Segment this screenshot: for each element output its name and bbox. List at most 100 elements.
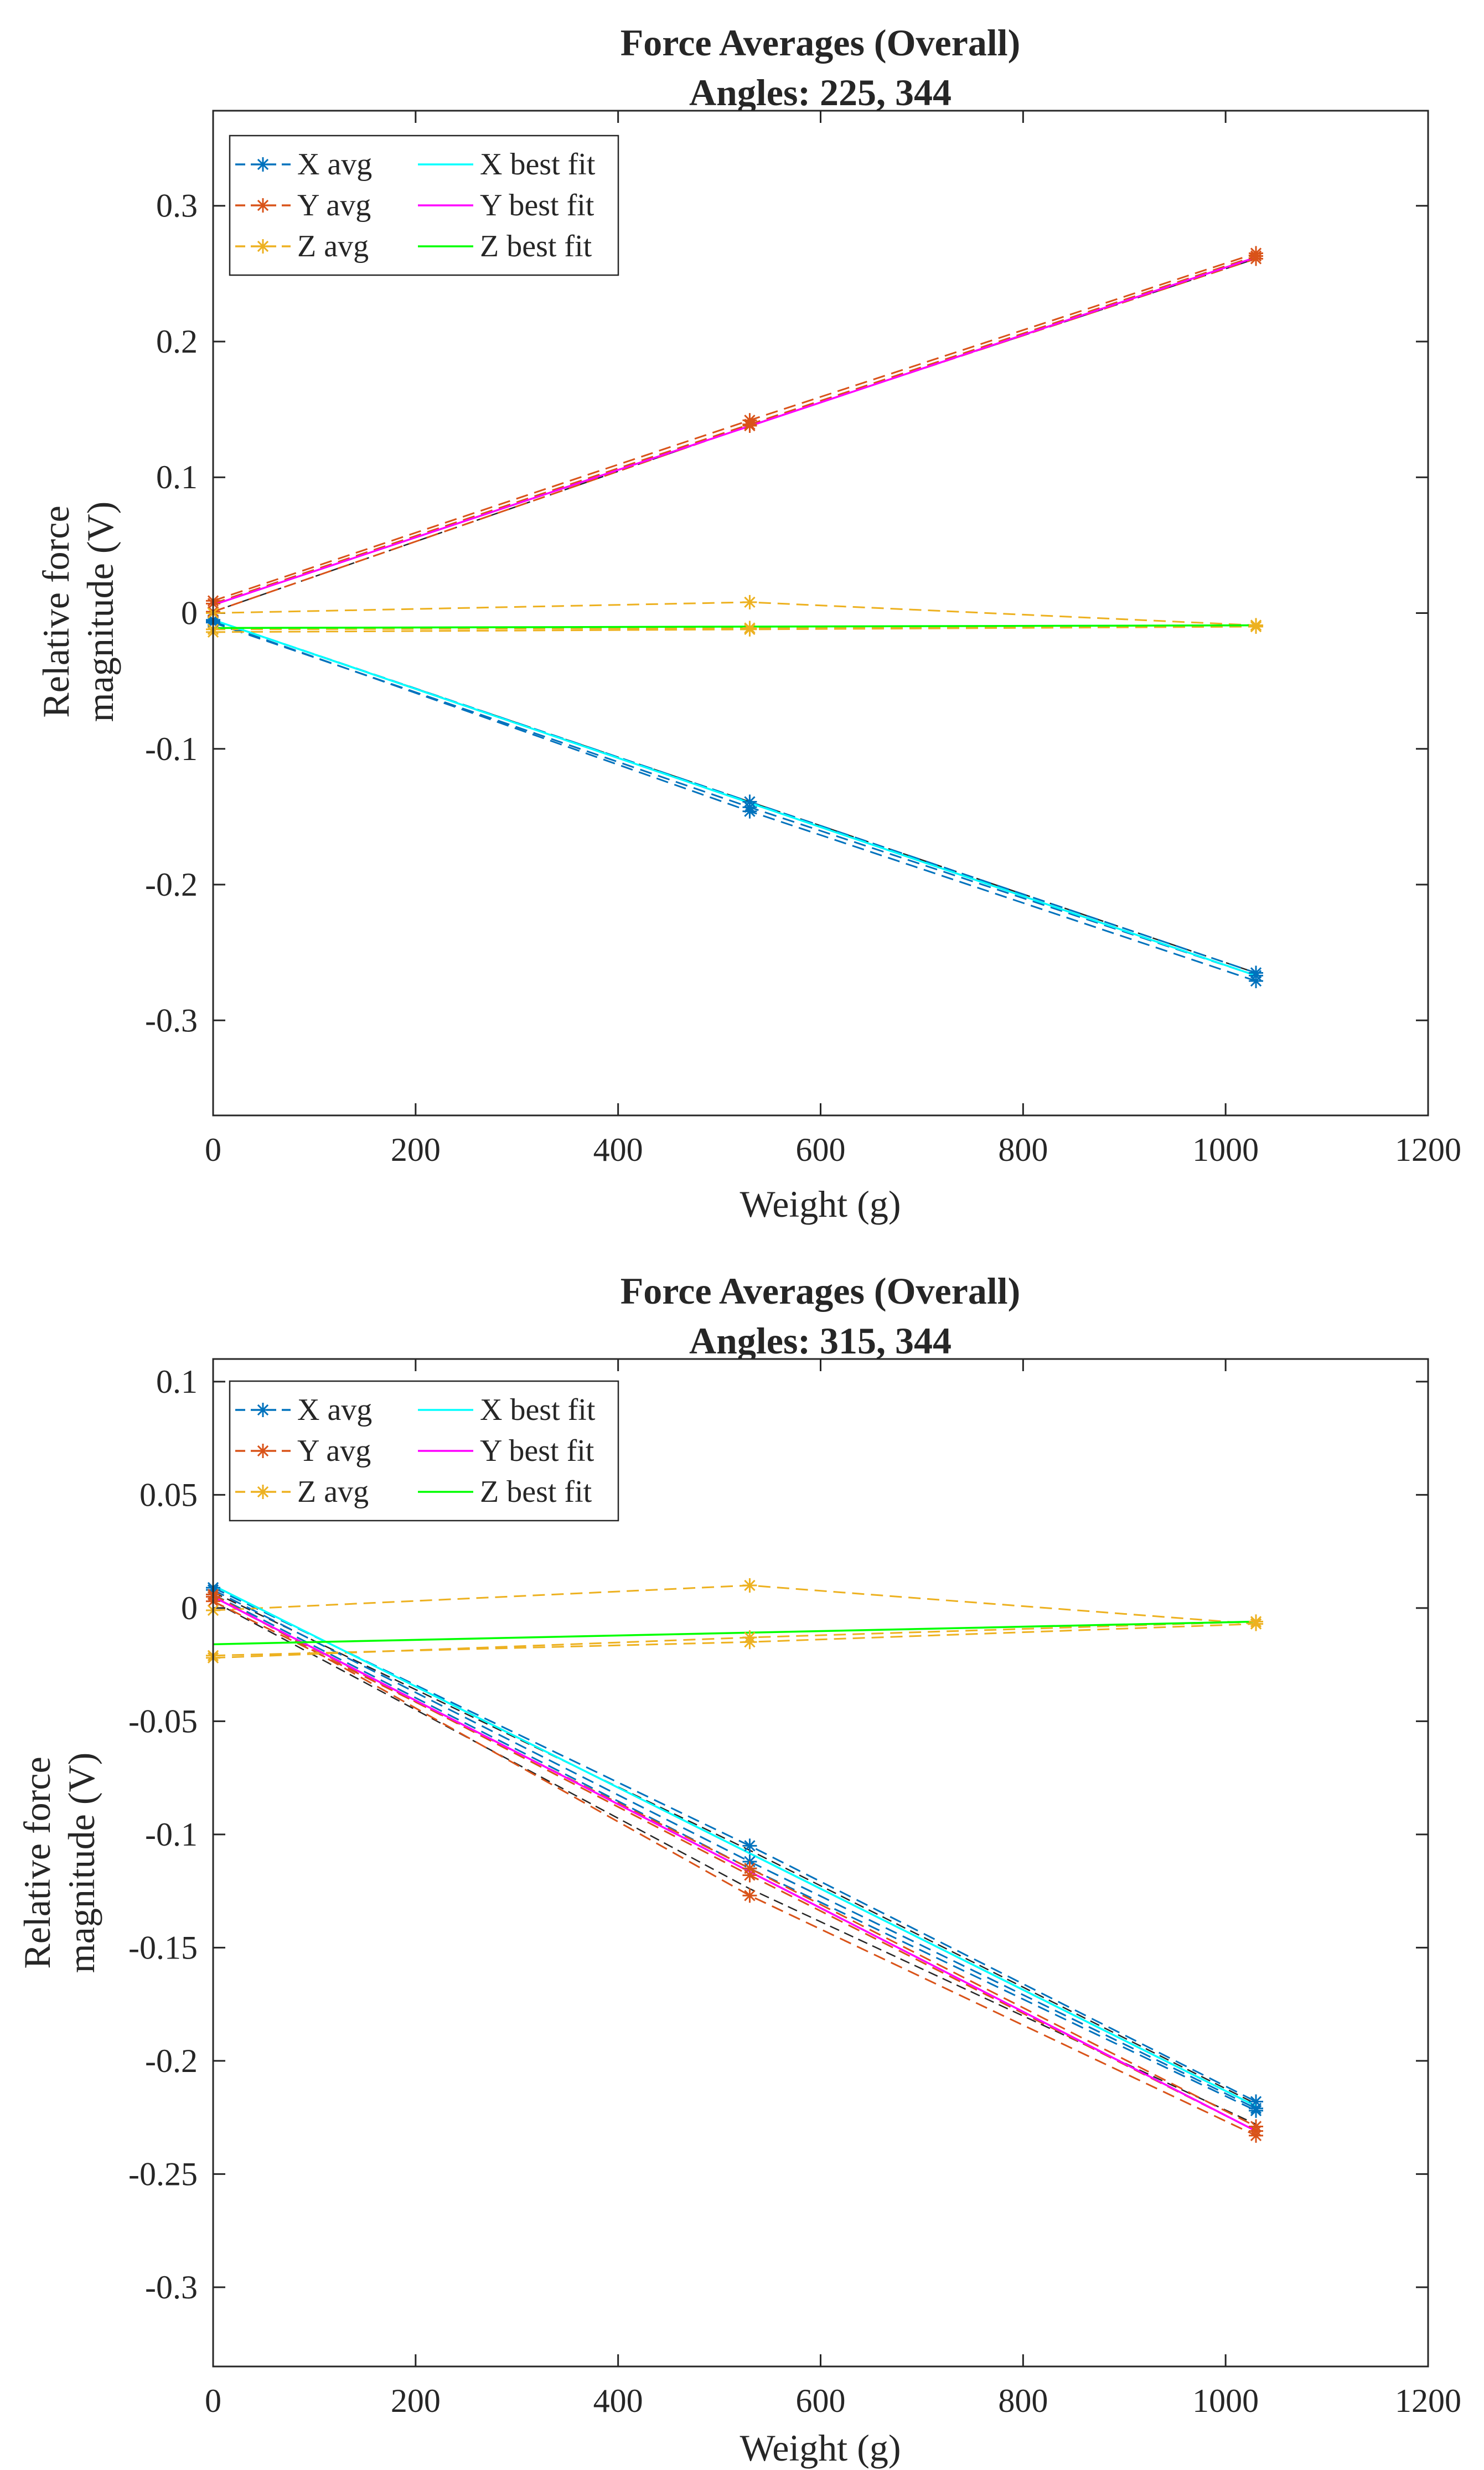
legend-item-x-best-fit[interactable]: X best fit (418, 1393, 596, 1427)
x-tick-label: 800 (998, 2383, 1048, 2419)
legend-label-z-avg: Z avg (297, 1475, 369, 1509)
legend-item-y-avg[interactable]: Y avg (235, 1434, 371, 1468)
legend-marker-z-avg (256, 1485, 270, 1499)
legend-item-z-avg[interactable]: Z avg (235, 229, 369, 263)
legend-marker-x-avg (256, 1403, 270, 1417)
legend-label-y-best-fit: Y best fit (480, 188, 594, 223)
y-avg-line (213, 1594, 1257, 2137)
y-best-fit-line (213, 1595, 1257, 2132)
chart-1-subtitle: Angles: 225, 344 (689, 71, 952, 113)
chart-2-x-axis-label: Weight (g) (740, 2427, 901, 2469)
z-avg-point-shape (742, 1578, 757, 1593)
chart-2-series (206, 1578, 1264, 2143)
x-avg-point (1249, 2103, 1264, 2118)
legend-label-y-avg: Y avg (297, 1434, 371, 1468)
legend-item-x-avg[interactable]: X avg (235, 1393, 372, 1427)
legend-item-z-best-fit[interactable]: Z best fit (418, 1475, 592, 1509)
y-tick-label: 0 (181, 595, 198, 632)
y-avg-point-shape (742, 418, 757, 433)
x-tick-label: 600 (796, 2383, 846, 2419)
z-avg-point-shape (742, 1630, 757, 1645)
y-tick-label: -0.15 (128, 1929, 198, 1966)
legend-item-z-avg[interactable]: Z avg (235, 1475, 369, 1509)
legend-item-z-best-fit[interactable]: Z best fit (418, 229, 592, 263)
y-tick-label: -0.3 (145, 2269, 198, 2306)
legend-label-y-best-fit: Y best fit (480, 1434, 594, 1468)
chart-1-y-ticks: 0.3 0.2 0.1 0 -0.1 -0.2 -0.3 (145, 188, 1428, 1038)
legend-marker-x-avg-shape (256, 1403, 270, 1417)
y-avg-point (1249, 251, 1264, 266)
y-avg-point (742, 1888, 757, 1903)
z-avg-point-shape (1249, 1614, 1264, 1629)
z-avg-point (742, 1578, 757, 1593)
legend-label-z-best-fit: Z best fit (480, 229, 592, 263)
x-avg-point-shape (1249, 974, 1264, 989)
x-avg-point-shape (742, 804, 757, 819)
x-avg-point (1249, 974, 1264, 989)
y-avg-point (742, 418, 757, 433)
x-avg-point-shape (1249, 2103, 1264, 2118)
z-avg-point (742, 595, 757, 609)
z-avg-point (1249, 619, 1264, 634)
x-avg-point (742, 1838, 757, 1853)
y-tick-label: -0.2 (145, 866, 198, 903)
y-avg-point (742, 1861, 757, 1876)
chart-2-y-axis-label-line2: magnitude (V) (60, 1753, 102, 1973)
chart-2-plot-area (213, 1359, 1428, 2366)
x-tick-label: 1200 (1395, 1131, 1461, 1168)
y-tick-label: 0 (181, 1590, 198, 1626)
chart-2-legend[interactable]: X avg Y avg Z avg X best fit Y best fit Z bes… (229, 1380, 619, 1522)
legend-marker-y-avg-shape (256, 1444, 270, 1458)
y-tick-label: -0.1 (145, 731, 198, 767)
y-best-fit-line (213, 256, 1257, 606)
legend-item-y-avg[interactable]: Y avg (235, 188, 371, 223)
chart-1-series (206, 246, 1264, 989)
legend-label-y-avg: Y avg (297, 188, 371, 223)
x-tick-label: 600 (796, 1131, 846, 1168)
x-tick-label: 200 (391, 2383, 441, 2419)
chart-1-y-axis-label-line2: magnitude (V) (79, 502, 121, 722)
chart-2-legend-items: X avg Y avg Z avg X best fit Y best fit Z bes… (235, 1393, 596, 1509)
legend-label-z-best-fit: Z best fit (480, 1475, 592, 1509)
legend-label-x-best-fit: X best fit (480, 1393, 596, 1427)
y-tick-label: 0.1 (156, 1363, 198, 1400)
legend-marker-x-avg (256, 157, 270, 172)
y-tick-label: -0.2 (145, 2043, 198, 2079)
legend-item-y-best-fit[interactable]: Y best fit (418, 1434, 594, 1468)
legend-item-x-avg[interactable]: X avg (235, 147, 372, 182)
z-avg-point (742, 1630, 757, 1645)
y-avg-point-shape (1249, 251, 1264, 266)
y-tick-label: 0.2 (156, 323, 198, 360)
chart-1-legend[interactable]: X avg Y avg Z avg X best fit Y best fit Z bes… (229, 135, 619, 276)
legend-marker-x-avg-shape (256, 157, 270, 172)
x-tick-label: 1000 (1192, 2383, 1259, 2419)
legend-marker-z-avg (256, 239, 270, 254)
chart-2: Force Averages (Overall) Angles: 315, 34… (16, 1270, 1461, 2469)
x-best-fit-line (213, 1584, 1257, 2107)
y-avg-point-shape (742, 1861, 757, 1876)
y-tick-label: 0.1 (156, 459, 198, 495)
y-avg-point-shape (742, 1888, 757, 1903)
x-tick-label: 200 (391, 1131, 441, 1168)
legend-marker-z-avg-shape (256, 1485, 270, 1499)
chart-1-x-axis-label: Weight (g) (740, 1183, 901, 1225)
chart-1-y-axis-label-line1: Relative force (35, 505, 77, 717)
z-best-fit-line (213, 1620, 1257, 1646)
legend-marker-y-avg (256, 198, 270, 213)
legend-item-x-best-fit[interactable]: X best fit (418, 147, 596, 182)
z-avg-point (1249, 1614, 1264, 1629)
legend-item-y-best-fit[interactable]: Y best fit (418, 188, 594, 223)
chart-1-title: Force Averages (Overall) (621, 22, 1021, 64)
legend-label-x-best-fit: X best fit (480, 147, 596, 182)
chart-2-subtitle: Angles: 315, 344 (689, 1320, 952, 1362)
y-tick-label: 0.3 (156, 188, 198, 224)
y-avg-line (213, 1600, 1257, 2127)
x-tick-label: 400 (593, 2383, 643, 2419)
chart-1: Force Averages (Overall) Angles: 225, 34… (35, 22, 1461, 1225)
x-avg-point-shape (742, 1838, 757, 1853)
y-tick-label: -0.25 (128, 2156, 198, 2192)
y-avg-point (1249, 2119, 1264, 2134)
y-avg-point-shape (1249, 2119, 1264, 2134)
legend-label-z-avg: Z avg (297, 229, 369, 263)
